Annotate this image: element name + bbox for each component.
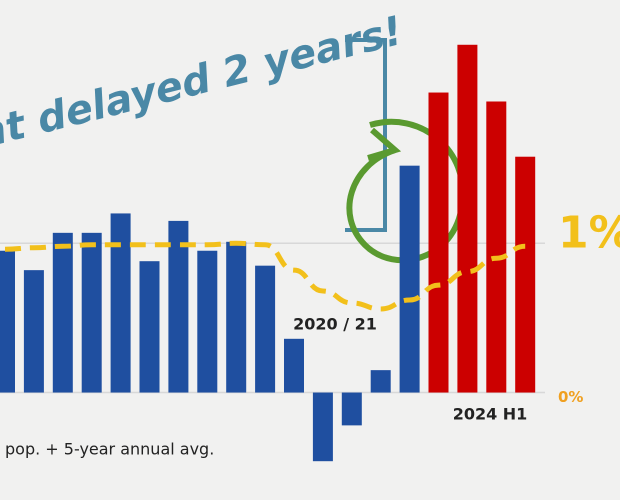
bar <box>255 265 276 393</box>
bar <box>486 101 507 393</box>
legend-text: pop. + 5-year annual avg. <box>5 440 214 459</box>
bar <box>370 370 391 393</box>
bar <box>81 232 102 393</box>
bar <box>197 250 218 393</box>
bracket <box>345 38 387 232</box>
y-tick-label: 0% <box>558 388 583 406</box>
bar <box>312 392 333 462</box>
annotation: 2020 / 21 <box>293 315 377 334</box>
bar <box>399 165 420 393</box>
avg-line <box>4 240 526 312</box>
bar <box>139 261 160 393</box>
bar <box>515 156 536 393</box>
y-tick-label: 1% <box>558 207 620 258</box>
bar <box>428 92 449 393</box>
bar <box>341 392 362 426</box>
bar <box>52 232 73 393</box>
annotation: 2024 H1 <box>453 405 528 424</box>
bar <box>226 241 247 393</box>
arrow-head <box>367 127 402 161</box>
bar <box>284 338 304 393</box>
bar <box>457 44 478 393</box>
bar <box>0 250 15 393</box>
chart-title: Flight delayed 2 years! <box>0 8 407 178</box>
bar <box>110 213 131 393</box>
bar <box>168 220 189 393</box>
bar <box>23 270 44 393</box>
